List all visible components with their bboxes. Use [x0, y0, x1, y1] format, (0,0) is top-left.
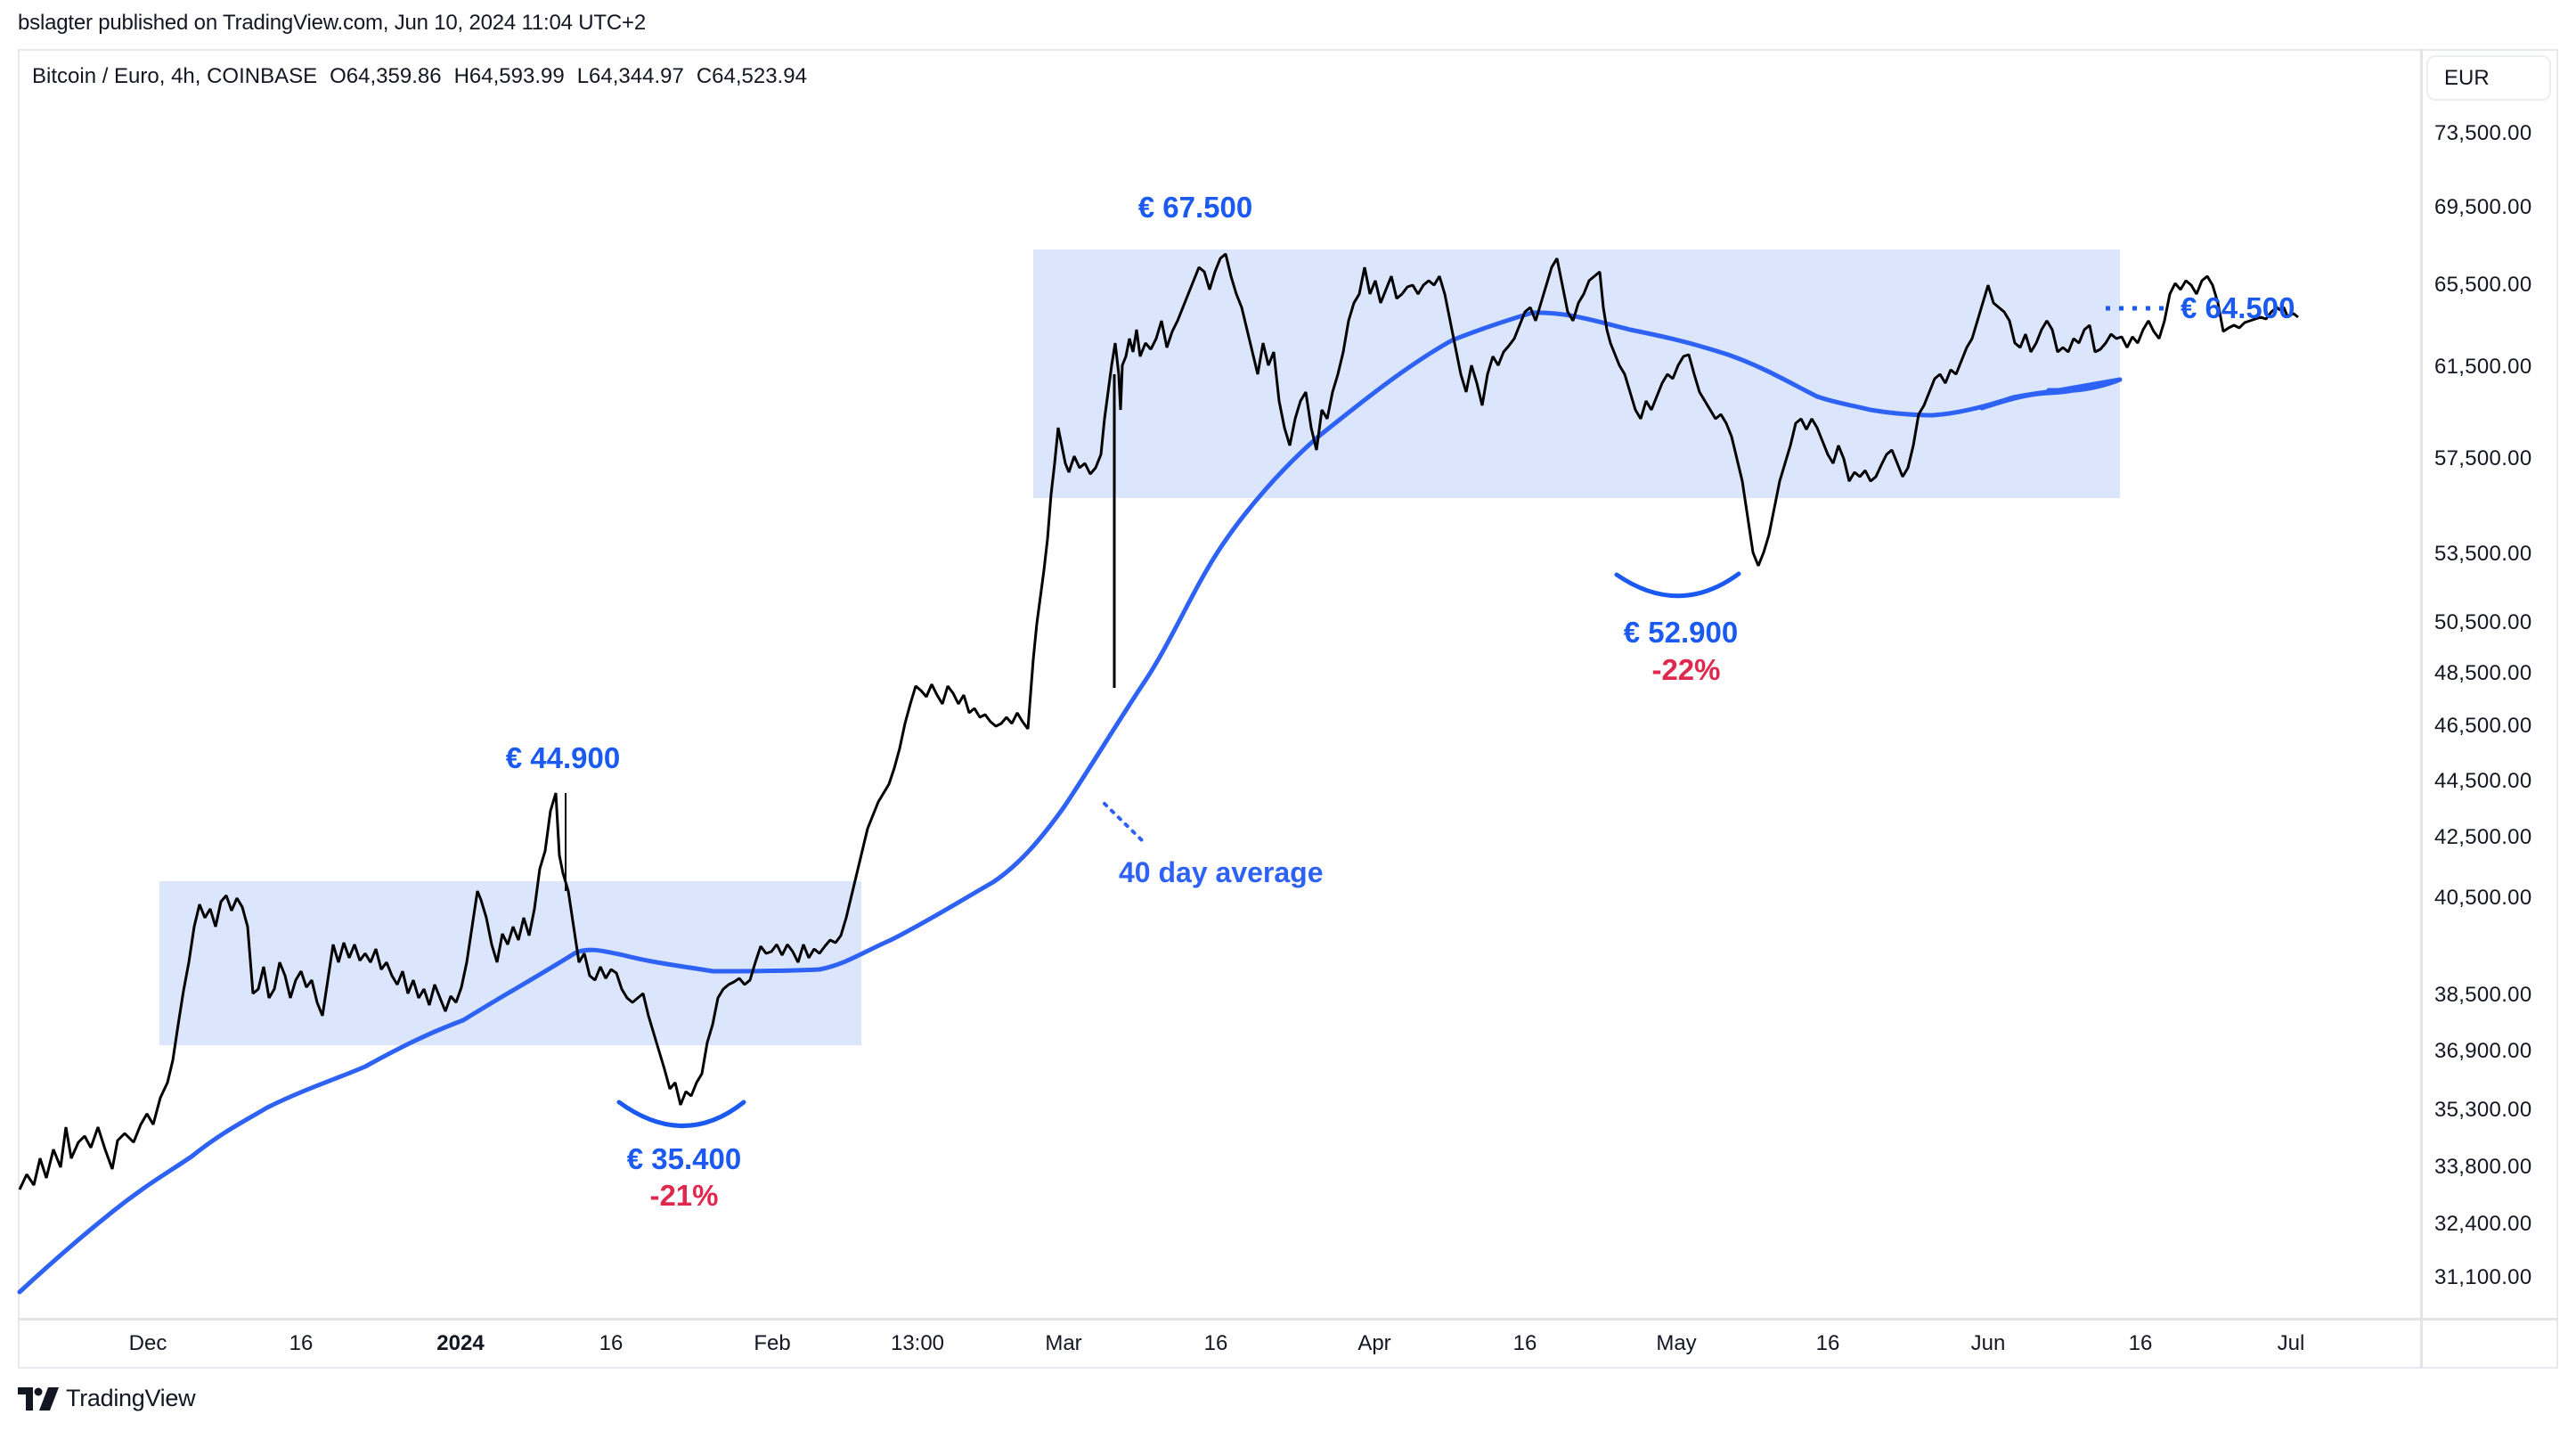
- x-tick: 16: [289, 1331, 314, 1355]
- annotation-high-mar: € 67.500: [1138, 191, 1252, 224]
- x-tick: Mar: [1045, 1331, 1082, 1355]
- annotation-low-jan: € 35.400: [627, 1142, 741, 1175]
- y-tick: 33,800.00: [2434, 1155, 2532, 1179]
- tradingview-logo-icon: [18, 1386, 59, 1411]
- y-tick: 40,500.00: [2434, 886, 2532, 910]
- y-tick: 65,500.00: [2434, 273, 2532, 297]
- symbol-title: Bitcoin / Euro, 4h, COINBASE: [32, 64, 318, 88]
- low-arc-jan: [616, 1100, 746, 1128]
- price-axis-divider: [2420, 49, 2423, 1369]
- low-arc-may: [1614, 571, 1741, 599]
- currency-button[interactable]: EUR: [2426, 55, 2551, 101]
- ohlc-high: H64,593.99: [453, 64, 565, 88]
- publisher-line: bslagter published on TradingView.com, J…: [18, 11, 646, 35]
- annotation-ma-label: 40 day average: [1119, 856, 1324, 888]
- y-tick: 46,500.00: [2434, 714, 2532, 738]
- y-tick: 73,500.00: [2434, 121, 2532, 145]
- tradingview-logo-text: TradingView: [66, 1385, 196, 1411]
- symbol-legend: Bitcoin / Euro, 4h, COINBASE O64,359.86 H6…: [32, 64, 819, 89]
- time-axis-divider: [18, 1318, 2558, 1321]
- x-tick: Dec: [128, 1331, 167, 1355]
- y-tick: 57,500.00: [2434, 446, 2532, 470]
- y-tick: 31,100.00: [2434, 1265, 2532, 1289]
- y-tick: 69,500.00: [2434, 195, 2532, 219]
- x-tick: 16: [1815, 1331, 1840, 1355]
- tradingview-logo[interactable]: TradingView: [18, 1385, 196, 1412]
- y-tick: 38,500.00: [2434, 983, 2532, 1007]
- annotation-low-may: € 52.900: [1624, 616, 1738, 649]
- y-tick: 48,500.00: [2434, 661, 2532, 685]
- x-tick: Jun: [1970, 1331, 2006, 1355]
- y-tick: 50,500.00: [2434, 610, 2532, 634]
- y-tick: 53,500.00: [2434, 542, 2532, 566]
- price-line: [18, 252, 2299, 1190]
- x-tick: 16: [1203, 1331, 1228, 1355]
- annotation-low-jan-pct: -21%: [649, 1179, 718, 1212]
- y-tick: 36,900.00: [2434, 1039, 2532, 1063]
- consolidation-zone-dec-feb: [159, 881, 861, 1045]
- y-tick: 44,500.00: [2434, 769, 2532, 793]
- ma-label-leader: [1103, 802, 1145, 844]
- x-tick: Apr: [1357, 1331, 1391, 1355]
- moving-average-tail: [1979, 385, 2087, 411]
- x-tick: 13:00: [890, 1331, 945, 1355]
- x-tick-year: 2024: [436, 1331, 485, 1355]
- x-tick: 16: [1512, 1331, 1537, 1355]
- annotation-low-may-pct: -22%: [1651, 653, 1720, 686]
- x-tick: 16: [599, 1331, 624, 1355]
- ohlc-close: C64,523.94: [696, 64, 807, 88]
- y-tick: 35,300.00: [2434, 1098, 2532, 1122]
- x-tick: Feb: [754, 1331, 791, 1355]
- x-tick: May: [1656, 1331, 1697, 1355]
- y-tick: 61,500.00: [2434, 355, 2532, 379]
- annotation-high-jan: € 44.900: [506, 741, 620, 774]
- y-tick: 32,400.00: [2434, 1212, 2532, 1236]
- y-tick: 42,500.00: [2434, 825, 2532, 849]
- ohlc-low: L64,344.97: [576, 64, 684, 88]
- x-tick: Jul: [2277, 1331, 2305, 1355]
- annotation-current-price: € 64.500: [2181, 291, 2295, 324]
- ohlc-open: O64,359.86: [330, 64, 442, 88]
- x-tick: 16: [2128, 1331, 2153, 1355]
